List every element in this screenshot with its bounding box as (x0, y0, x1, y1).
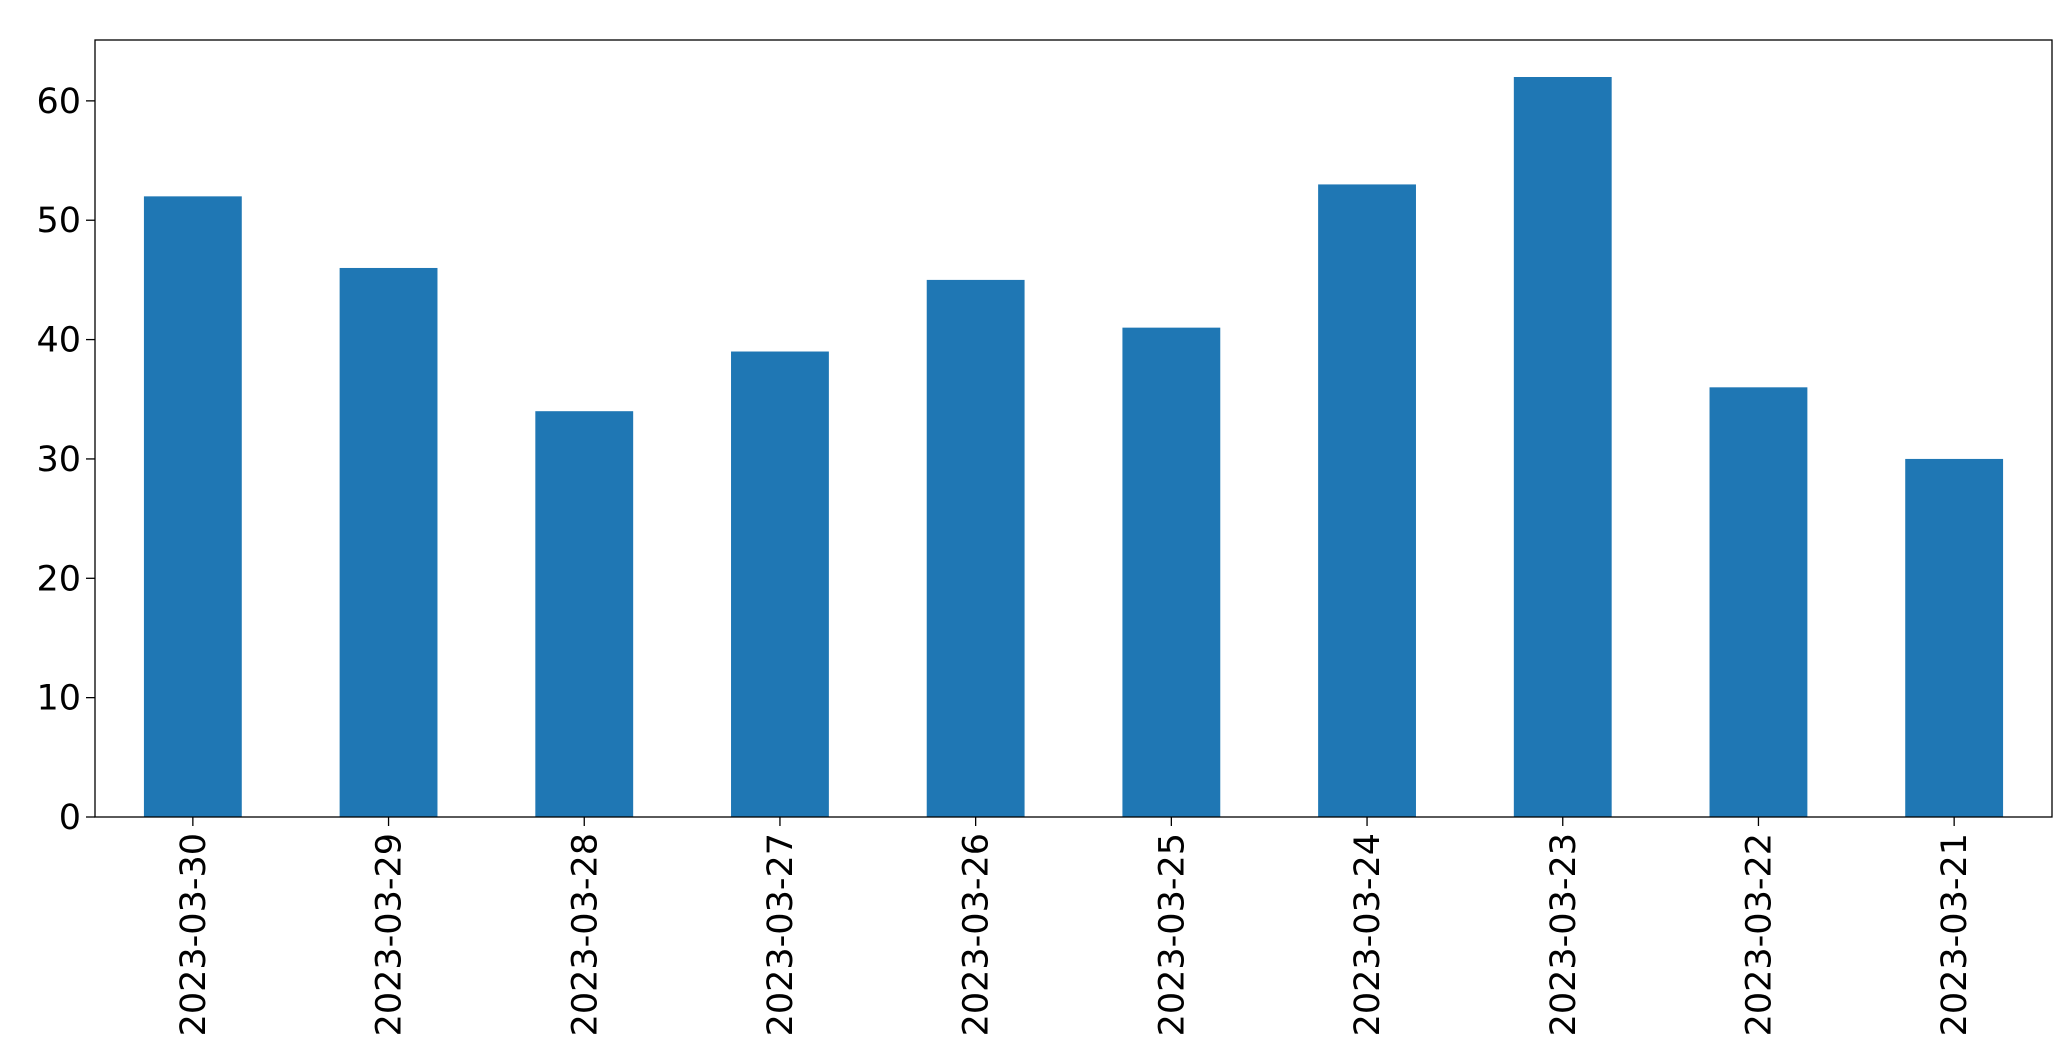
x-tick-label: 2023-03-26 (957, 833, 997, 1036)
plot-frame (94, 39, 2053, 818)
x-tick-label: 2023-03-29 (370, 833, 410, 1036)
x-tick-label: 2023-03-25 (1152, 833, 1192, 1036)
bar (1709, 387, 1808, 817)
x-tick-label: 2023-03-21 (1935, 833, 1975, 1036)
bar (1122, 327, 1221, 817)
bar (731, 351, 829, 817)
y-tick-label: 20 (36, 559, 81, 599)
y-tick-label: 60 (36, 82, 81, 122)
bar (1513, 77, 1612, 817)
x-tick-label: 2023-03-30 (174, 833, 214, 1036)
x-tick-label: 2023-03-28 (565, 833, 605, 1036)
bar (1905, 458, 2004, 817)
y-tick-label: 50 (36, 201, 81, 241)
x-tick-label: 2023-03-23 (1544, 833, 1584, 1036)
x-tick-label: 2023-03-27 (761, 833, 801, 1036)
bar (1318, 184, 1416, 817)
bar (339, 267, 438, 817)
x-tick-label: 2023-03-24 (1348, 833, 1388, 1036)
bar (143, 196, 242, 817)
bar (926, 279, 1025, 818)
bar (535, 411, 634, 817)
y-tick-label: 0 (59, 798, 81, 838)
y-tick-label: 10 (36, 679, 81, 719)
x-tick-label: 2023-03-22 (1739, 833, 1779, 1036)
y-tick-label: 30 (36, 440, 81, 480)
y-tick-label: 40 (36, 321, 81, 361)
